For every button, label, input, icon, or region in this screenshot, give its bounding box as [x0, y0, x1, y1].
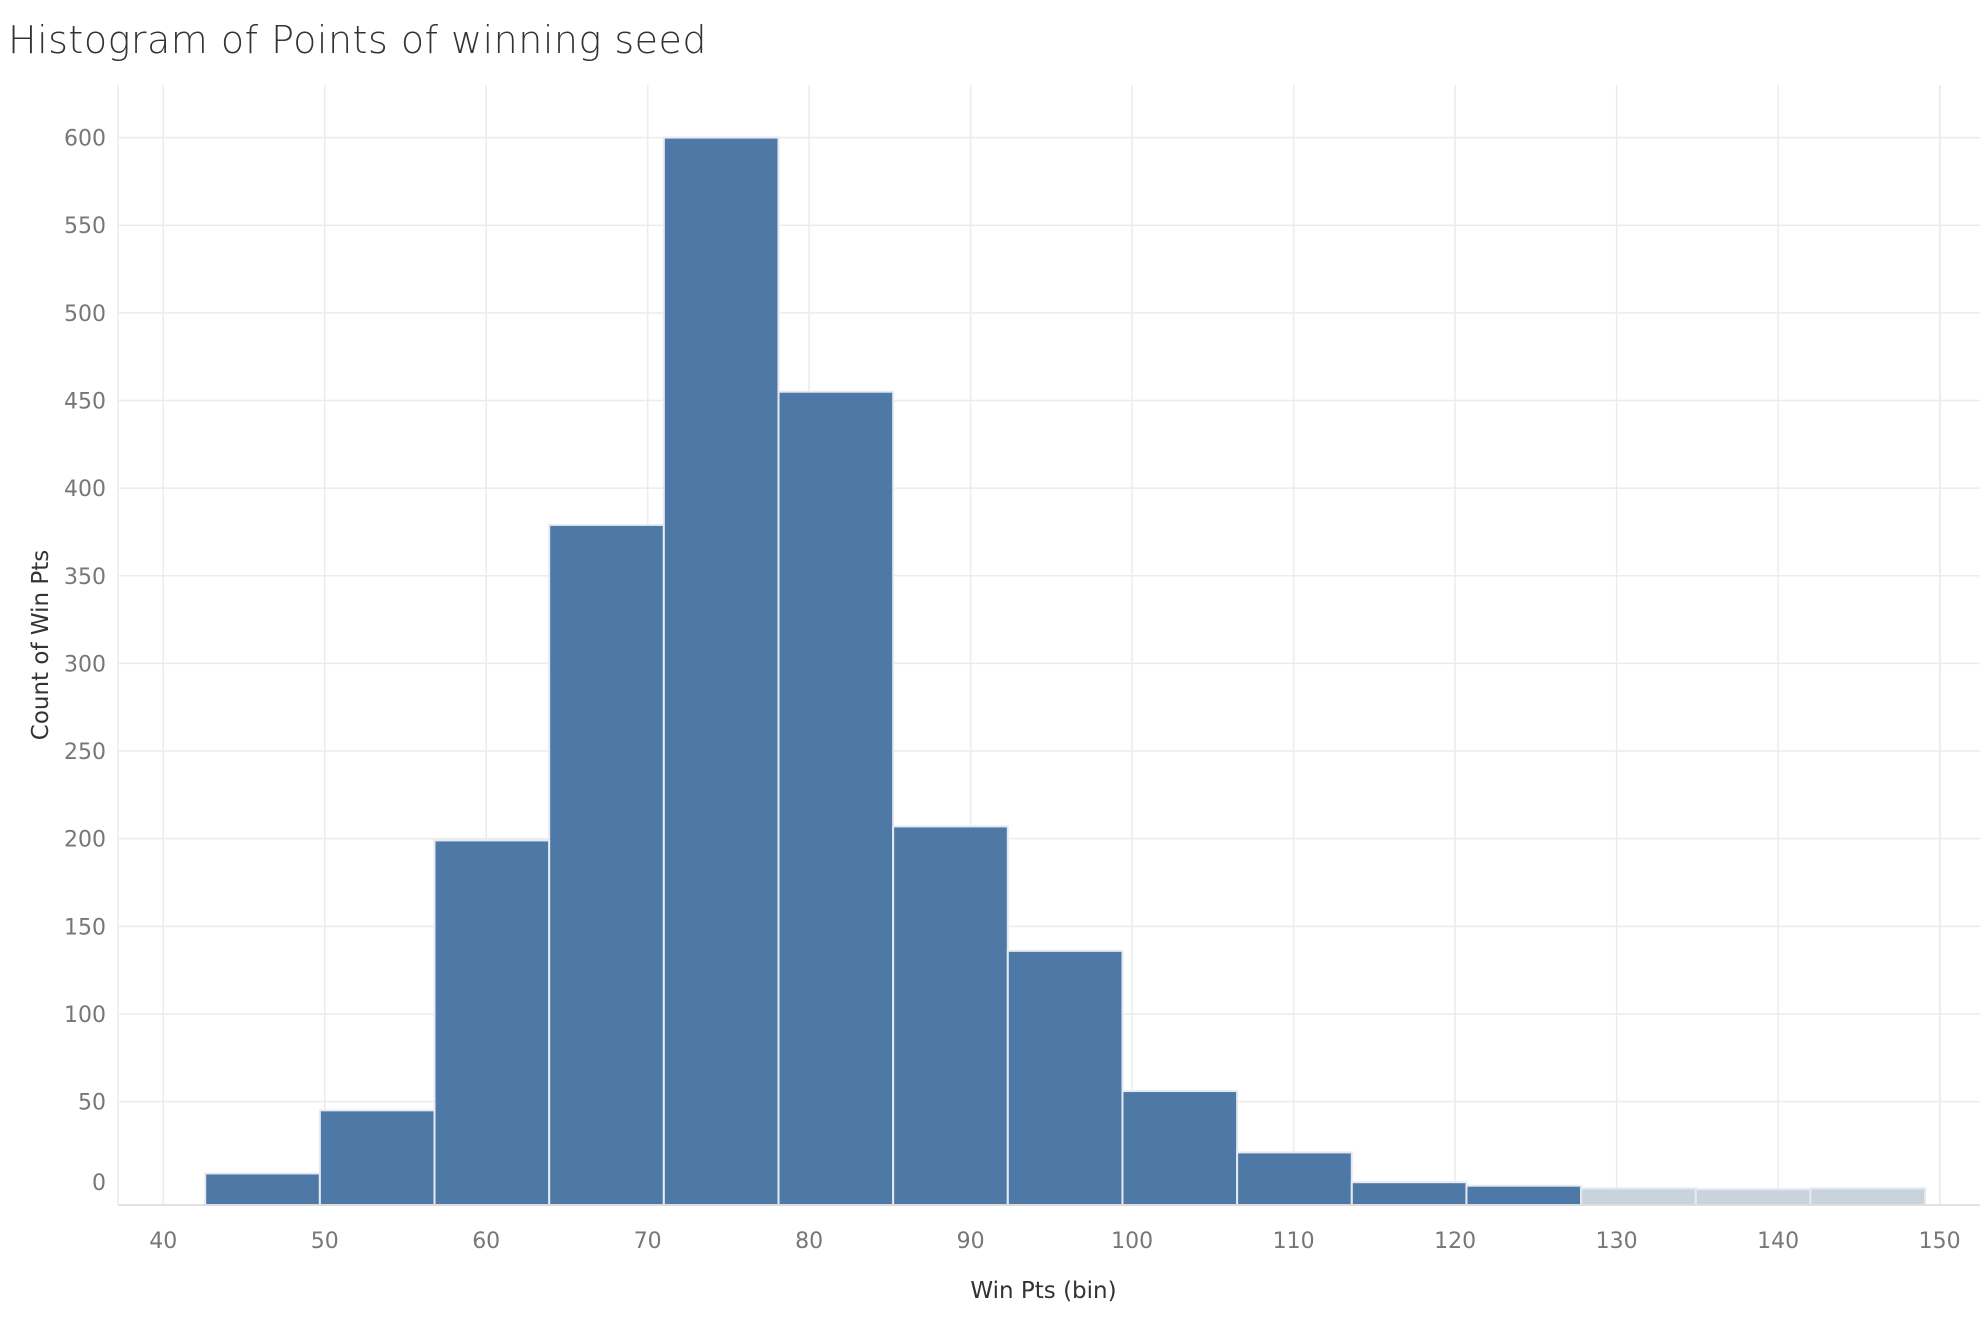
x-axis-label: Win Pts (bin): [970, 1278, 1116, 1304]
y-tick-label-250: 250: [64, 740, 106, 765]
x-tick-label-90: 90: [957, 1229, 985, 1254]
y-tick-label-50: 50: [78, 1091, 106, 1116]
x-tick-label-80: 80: [795, 1229, 823, 1254]
y-tick-label-100: 100: [64, 1003, 106, 1028]
histogram-bar-2: [433, 839, 551, 1206]
histogram-bar-7: [1006, 949, 1124, 1207]
x-tick-label-130: 130: [1596, 1229, 1638, 1254]
y-tick-label-300: 300: [64, 652, 106, 677]
histogram-bar-1: [318, 1109, 436, 1207]
x-tick-label-120: 120: [1434, 1229, 1476, 1254]
histogram-bar-3: [548, 523, 665, 1206]
y-axis-label: Count of Win Pts: [28, 550, 54, 740]
x-tick-label-40: 40: [149, 1229, 177, 1254]
histogram-bar-10: [1350, 1181, 1468, 1206]
x-tick-label-100: 100: [1111, 1229, 1153, 1254]
histogram-bar-12: [1580, 1187, 1697, 1207]
y-tick-label-500: 500: [64, 302, 106, 327]
y-tick-label-600: 600: [64, 127, 106, 152]
histogram-bar-13: [1694, 1188, 1812, 1206]
x-tick-label-70: 70: [634, 1229, 662, 1254]
histogram-bar-14: [1809, 1187, 1927, 1207]
y-tick-label-0: 0: [92, 1171, 106, 1196]
chart-title: Histogram of Points of winning seed: [8, 18, 708, 62]
histogram-bar-11: [1465, 1184, 1583, 1206]
y-tick-label-150: 150: [64, 915, 106, 940]
histogram-bar-6: [892, 825, 1009, 1206]
histogram-bars: [204, 136, 1927, 1207]
x-tick-label-150: 150: [1919, 1229, 1961, 1254]
y-tick-label-400: 400: [64, 477, 106, 502]
y-tick-label-200: 200: [64, 828, 106, 853]
y-tick-label-450: 450: [64, 389, 106, 414]
histogram-bar-4: [662, 136, 780, 1206]
x-tick-label-140: 140: [1757, 1229, 1799, 1254]
histogram-bar-8: [1121, 1090, 1239, 1207]
y-tick-label-350: 350: [64, 565, 106, 590]
x-tick-label-50: 50: [311, 1229, 339, 1254]
x-tick-label-110: 110: [1273, 1229, 1315, 1254]
histogram-bar-5: [777, 390, 895, 1207]
histogram-bar-9: [1236, 1151, 1353, 1207]
axes: 40 50 60 70 80 90 100 110 120 130 140 150 0 50 100 150 2…: [64, 127, 1980, 1254]
histogram-bar-0: [204, 1172, 321, 1206]
y-tick-label-550: 550: [64, 214, 106, 239]
x-tick-label-60: 60: [472, 1229, 500, 1254]
